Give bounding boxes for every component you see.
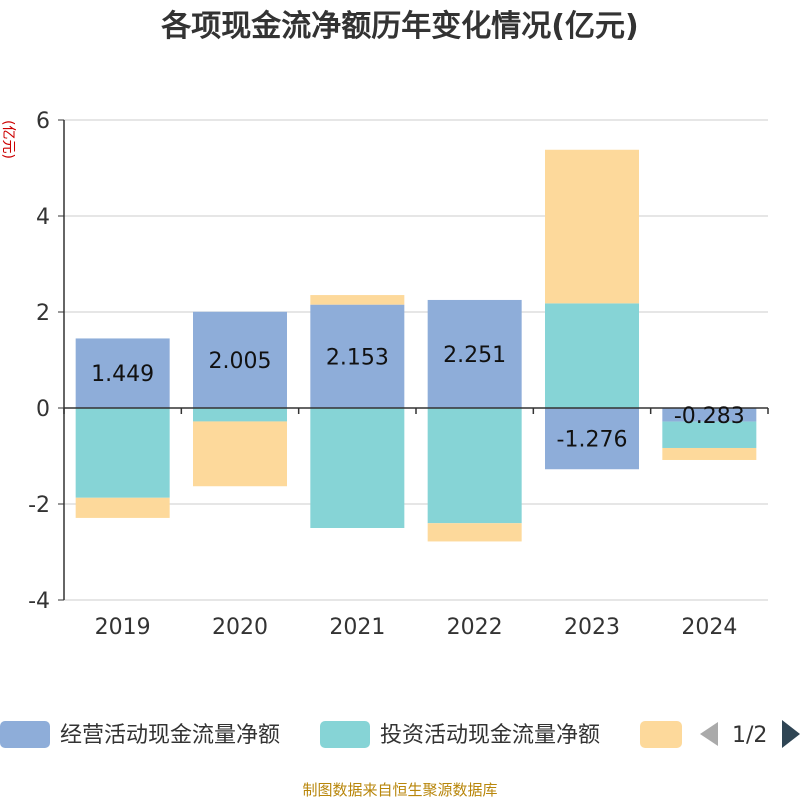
bar-series2-2022 <box>427 523 522 542</box>
y-tick-label: 2 <box>36 301 50 326</box>
bars <box>75 149 757 542</box>
y-axis-unit-label: (亿元) <box>0 120 16 159</box>
bar-series1-2024 <box>662 421 757 448</box>
bar-series1-2023 <box>545 303 639 408</box>
bar-series2-2024 <box>662 447 757 460</box>
bar-series0-2020 <box>193 311 287 408</box>
data-labels: 1.449 2.005 2.153 2.251 -1.276 -0.283 <box>91 343 745 453</box>
bar-series2-2019 <box>75 497 170 518</box>
x-tick-label: 2024 <box>681 615 737 640</box>
data-label-2019: 1.449 <box>91 362 154 387</box>
axes <box>63 120 769 600</box>
y-tick-label: -4 <box>28 589 50 614</box>
y-tick-label: 4 <box>36 205 50 230</box>
legend-prev-arrow-icon[interactable] <box>700 722 718 746</box>
bar-series2-2020 <box>193 421 287 487</box>
chart-title: 各项现金流净额历年变化情况(亿元) <box>160 9 638 44</box>
y-tick-label: 6 <box>36 109 50 134</box>
x-tick-label: 2021 <box>329 615 385 640</box>
legend-swatch-financing[interactable] <box>640 721 682 748</box>
bar-series0-2023 <box>545 408 639 470</box>
y-tick-label: -2 <box>28 493 50 518</box>
legend: 经营活动现金流量净额 投资活动现金流量净额 1/2 <box>0 720 800 748</box>
data-label-2022: 2.251 <box>443 343 506 368</box>
legend-label-operating[interactable]: 经营活动现金流量净额 <box>60 723 280 748</box>
source-note: 制图数据来自恒生聚源数据库 <box>302 781 497 799</box>
legend-next-arrow-icon[interactable] <box>782 720 800 748</box>
x-tick-label: 2023 <box>564 615 620 640</box>
legend-swatch-operating[interactable] <box>0 721 50 748</box>
bar-series2-2021 <box>310 295 405 305</box>
bar-series1-2019 <box>75 408 170 498</box>
y-tick-label: 0 <box>36 397 50 422</box>
bar-series0-2019 <box>75 338 170 408</box>
data-label-2020: 2.005 <box>209 349 272 374</box>
bar-series1-2022 <box>427 408 522 524</box>
legend-page-indicator: 1/2 <box>732 723 767 748</box>
data-label-2024: -0.283 <box>674 404 745 429</box>
x-tick-label: 2019 <box>95 615 151 640</box>
bar-series1-2021 <box>310 408 405 528</box>
legend-label-investing[interactable]: 投资活动现金流量净额 <box>380 723 600 748</box>
data-label-2021: 2.153 <box>326 345 389 370</box>
bar-series1-2020 <box>193 408 287 422</box>
x-tick-label: 2022 <box>447 615 503 640</box>
x-tick-label: 2020 <box>212 615 268 640</box>
legend-swatch-investing[interactable] <box>320 721 370 748</box>
bar-series0-2024 <box>662 408 757 422</box>
bar-series0-2022 <box>427 299 522 408</box>
data-label-2023: -1.276 <box>557 428 628 453</box>
bar-series2-2023 <box>545 149 639 304</box>
tick-labels: 6 4 2 0 -2 -4 2019 2020 2021 2022 2023 2024 <box>28 109 737 640</box>
bar-series0-2021 <box>310 304 405 408</box>
